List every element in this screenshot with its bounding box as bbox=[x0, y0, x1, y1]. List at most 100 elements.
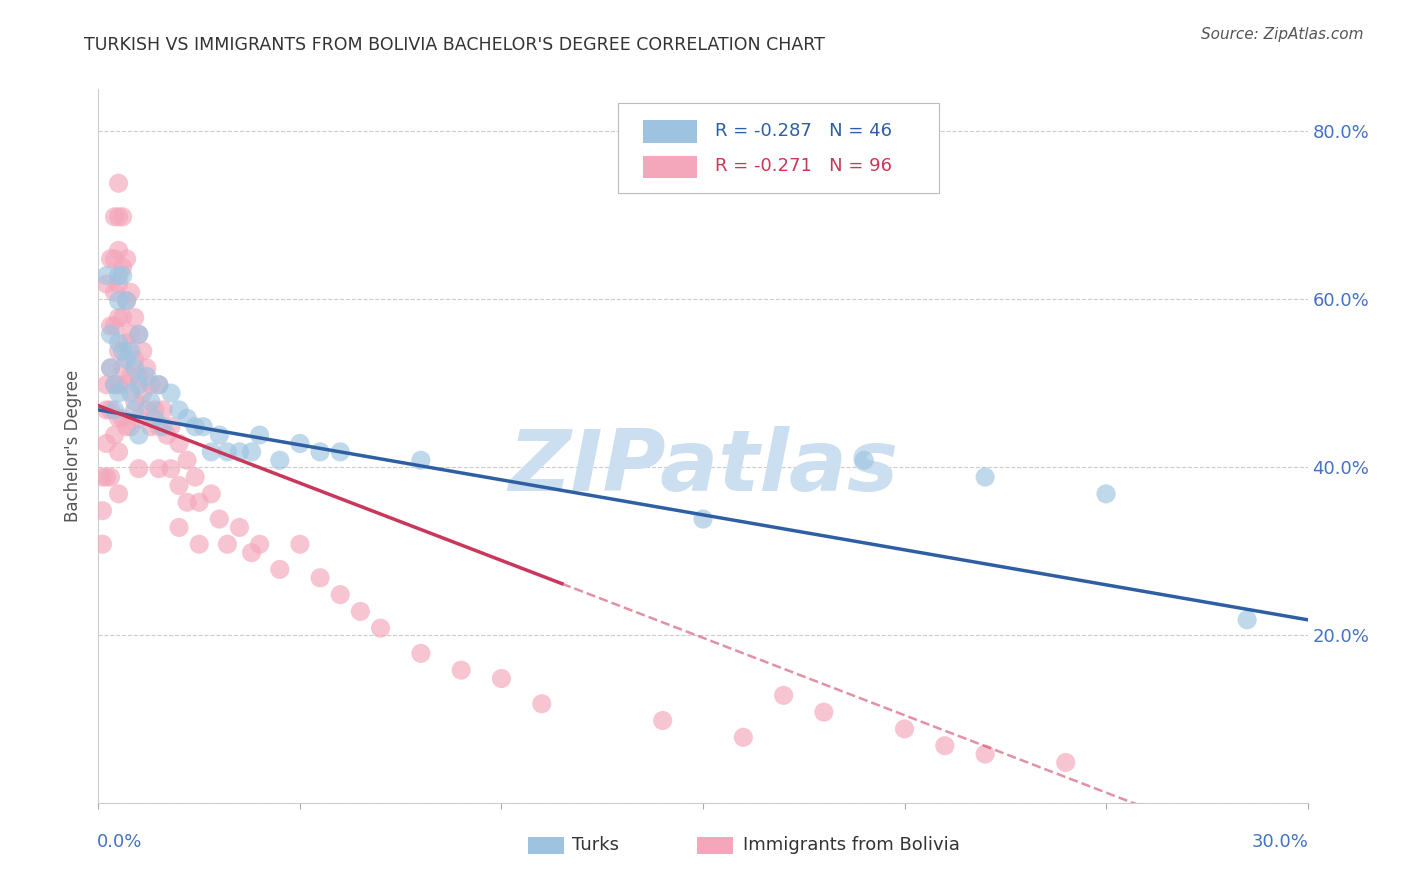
Point bbox=[200, 445, 222, 459]
Point bbox=[107, 411, 129, 425]
Point bbox=[111, 260, 134, 275]
Point bbox=[208, 428, 231, 442]
Point bbox=[530, 697, 553, 711]
Point bbox=[200, 487, 222, 501]
Point bbox=[120, 369, 142, 384]
Point bbox=[100, 252, 122, 266]
Point bbox=[288, 537, 311, 551]
Point bbox=[152, 419, 174, 434]
FancyBboxPatch shape bbox=[643, 155, 697, 178]
Point bbox=[167, 403, 190, 417]
Point bbox=[111, 210, 134, 224]
Point bbox=[184, 419, 207, 434]
Point bbox=[103, 377, 125, 392]
Point bbox=[160, 386, 183, 401]
Point bbox=[160, 461, 183, 475]
Point bbox=[651, 714, 673, 728]
Point bbox=[96, 377, 118, 392]
Point bbox=[240, 546, 263, 560]
Point bbox=[128, 377, 150, 392]
Point bbox=[103, 210, 125, 224]
Point bbox=[228, 445, 250, 459]
Point bbox=[974, 470, 997, 484]
Point bbox=[813, 705, 835, 719]
Point bbox=[107, 210, 129, 224]
Point bbox=[100, 360, 122, 375]
Point bbox=[143, 411, 166, 425]
Point bbox=[100, 403, 122, 417]
Point bbox=[124, 352, 146, 367]
Point bbox=[409, 646, 432, 660]
Point bbox=[91, 537, 114, 551]
Point bbox=[100, 318, 122, 333]
Point bbox=[124, 360, 146, 375]
Point bbox=[107, 344, 129, 359]
Point bbox=[103, 377, 125, 392]
Point bbox=[188, 537, 211, 551]
Point bbox=[167, 478, 190, 492]
Point bbox=[193, 419, 215, 434]
FancyBboxPatch shape bbox=[643, 120, 697, 143]
Point bbox=[96, 268, 118, 283]
Point bbox=[107, 293, 129, 308]
Point bbox=[128, 428, 150, 442]
Text: ZIPatlas: ZIPatlas bbox=[508, 425, 898, 509]
Point bbox=[143, 403, 166, 417]
Point bbox=[115, 252, 138, 266]
Point bbox=[208, 512, 231, 526]
Point bbox=[103, 285, 125, 300]
Point bbox=[249, 537, 271, 551]
Point bbox=[115, 352, 138, 367]
Point bbox=[370, 621, 392, 635]
Point bbox=[288, 436, 311, 450]
Point bbox=[217, 537, 239, 551]
Point bbox=[100, 360, 122, 375]
Point bbox=[733, 731, 755, 745]
Point bbox=[128, 369, 150, 384]
Point bbox=[692, 512, 714, 526]
Point bbox=[124, 310, 146, 325]
Point bbox=[120, 386, 142, 401]
Point bbox=[128, 461, 150, 475]
Point bbox=[139, 377, 162, 392]
Text: R = -0.271   N = 96: R = -0.271 N = 96 bbox=[716, 157, 891, 175]
Point bbox=[96, 403, 118, 417]
Point bbox=[107, 377, 129, 392]
Point bbox=[148, 461, 170, 475]
Point bbox=[450, 663, 472, 677]
Point bbox=[91, 470, 114, 484]
Point bbox=[103, 318, 125, 333]
Text: Source: ZipAtlas.com: Source: ZipAtlas.com bbox=[1201, 27, 1364, 42]
Y-axis label: Bachelor's Degree: Bachelor's Degree bbox=[65, 370, 83, 522]
Point bbox=[132, 344, 155, 359]
Point bbox=[409, 453, 432, 467]
Point bbox=[128, 327, 150, 342]
Point bbox=[329, 588, 352, 602]
Point bbox=[107, 244, 129, 258]
Point bbox=[139, 394, 162, 409]
Point bbox=[135, 369, 157, 384]
Point bbox=[107, 487, 129, 501]
Point bbox=[269, 562, 291, 576]
Point bbox=[188, 495, 211, 509]
Point bbox=[100, 327, 122, 342]
Point bbox=[217, 445, 239, 459]
Point bbox=[91, 503, 114, 517]
Point bbox=[96, 436, 118, 450]
Point bbox=[148, 377, 170, 392]
Point bbox=[120, 327, 142, 342]
Point bbox=[974, 747, 997, 761]
Point bbox=[184, 470, 207, 484]
Point bbox=[228, 520, 250, 534]
Point bbox=[115, 335, 138, 350]
Point bbox=[128, 327, 150, 342]
Text: 0.0%: 0.0% bbox=[97, 833, 142, 851]
Point bbox=[111, 310, 134, 325]
Point bbox=[167, 436, 190, 450]
Point bbox=[240, 445, 263, 459]
Point bbox=[853, 453, 876, 467]
Text: Turks: Turks bbox=[572, 836, 620, 854]
Text: TURKISH VS IMMIGRANTS FROM BOLIVIA BACHELOR'S DEGREE CORRELATION CHART: TURKISH VS IMMIGRANTS FROM BOLIVIA BACHE… bbox=[84, 36, 825, 54]
Point bbox=[152, 403, 174, 417]
Point bbox=[176, 453, 198, 467]
